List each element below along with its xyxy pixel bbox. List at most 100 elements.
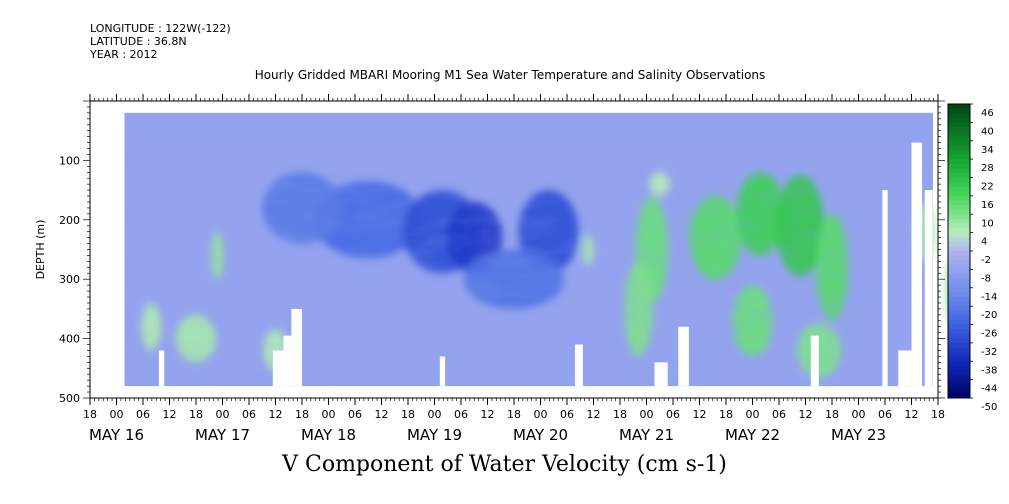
- colorbar-tick-label: -50: [981, 402, 997, 413]
- colorbar-tick-label: -8: [981, 273, 991, 284]
- x-tick-label: 06: [560, 408, 574, 421]
- colorbar-swatch: [948, 352, 970, 358]
- y-tick-label: 100: [59, 154, 80, 167]
- plot-axes: 18 00 06 12 18 00 06 12 18 00 06 12 18 00 06 12 18 00 06 12…: [34, 94, 945, 444]
- missing-data: [158, 350, 165, 387]
- y-tick-label: 400: [59, 333, 80, 346]
- x-date-label: MAY 23: [831, 426, 886, 444]
- colorbar-swatch: [948, 237, 970, 243]
- colorbar-swatch: [948, 356, 970, 362]
- colorbar-swatch: [948, 384, 970, 390]
- longitude-label: LONGITUDE : 122W(-122): [90, 22, 231, 35]
- colorbar-swatch: [948, 140, 970, 146]
- colorbar-swatch: [948, 370, 970, 376]
- colorbar-swatch: [948, 269, 970, 275]
- colorbar-swatch: [948, 136, 970, 142]
- x-tick-label: 00: [216, 408, 230, 421]
- colorbar-swatch: [948, 223, 970, 229]
- colorbar-swatch: [948, 315, 970, 321]
- colorbar-tick-label: -20: [981, 310, 997, 321]
- colorbar-swatch: [948, 365, 970, 371]
- colorbar-swatch: [948, 218, 970, 224]
- x-tick-label: 06: [772, 408, 786, 421]
- colorbar-swatch: [948, 342, 970, 348]
- heatmap-field: [124, 112, 962, 387]
- x-tick-label: 18: [83, 408, 97, 421]
- colorbar-tick-label: 16: [981, 200, 994, 211]
- colorbar-tick-label: 4: [981, 237, 987, 248]
- x-tick-label: 12: [587, 408, 601, 421]
- missing-data: [574, 344, 583, 387]
- colorbar-swatch: [948, 319, 970, 325]
- missing-data: [911, 142, 923, 387]
- colorbar-swatch: [948, 283, 970, 289]
- x-tick-label: 06: [454, 408, 468, 421]
- x-tick-label: 06: [136, 408, 150, 421]
- colorbar-swatch: [948, 338, 970, 344]
- colorbar-tick-label: 28: [981, 163, 994, 174]
- x-tick-label: 12: [163, 408, 177, 421]
- colorbar-tick-label: 46: [981, 108, 994, 119]
- colorbar-swatch: [948, 122, 970, 128]
- x-tick-label: 06: [878, 408, 892, 421]
- colorbar-tick-label: 10: [981, 218, 994, 229]
- colorbar-tick-label: -26: [981, 329, 997, 340]
- colorbar-swatch: [948, 205, 970, 211]
- colorbar-swatch: [948, 287, 970, 293]
- colorbar-swatch: [948, 292, 970, 298]
- colorbar-swatch: [948, 273, 970, 279]
- variable-title: V Component of Water Velocity (cm s-1): [282, 452, 727, 477]
- colorbar-swatch: [948, 117, 970, 123]
- x-date-label: MAY 19: [407, 426, 462, 444]
- missing-data: [654, 362, 668, 387]
- chart-title: Hourly Gridded MBARI Mooring M1 Sea Wate…: [254, 68, 766, 82]
- x-date-label: MAY 22: [725, 426, 780, 444]
- colorbar: 46 40 34 28 22 16 10 4 -2 -8 -14 -20 -26 -32 -38 -44 -50: [947, 103, 997, 413]
- colorbar-swatch: [948, 301, 970, 307]
- colorbar-swatch: [948, 182, 970, 188]
- missing-data: [924, 190, 933, 387]
- colorbar-tick-label: 34: [981, 145, 994, 156]
- colorbar-tick-label: -2: [981, 255, 991, 266]
- x-date-label: MAY 20: [513, 426, 568, 444]
- colorbar-swatch: [948, 329, 970, 335]
- x-date-label: MAY 16: [89, 426, 144, 444]
- missing-data: [272, 350, 287, 387]
- colorbar-swatch: [948, 145, 970, 151]
- colorbar-swatch: [948, 260, 970, 266]
- colorbar-swatch: [948, 172, 970, 178]
- colorbar-swatch: [948, 191, 970, 197]
- colorbar-swatch: [948, 195, 970, 201]
- latitude-label: LATITUDE : 36.8N: [90, 35, 187, 48]
- colorbar-tick-label: -44: [981, 384, 997, 395]
- x-tick-label: 12: [375, 408, 389, 421]
- colorbar-swatch: [948, 296, 970, 302]
- x-tick-label: 00: [428, 408, 442, 421]
- x-tick-label: 06: [242, 408, 256, 421]
- x-date-label: MAY 21: [619, 426, 674, 444]
- x-tick-label: 18: [613, 408, 627, 421]
- x-tick-label: 12: [269, 408, 283, 421]
- colorbar-swatch: [948, 264, 970, 270]
- x-tick-label: 12: [481, 408, 495, 421]
- colorbar-swatch: [948, 214, 970, 220]
- colorbar-swatch: [948, 209, 970, 215]
- x-date-label: MAY 18: [301, 426, 356, 444]
- colorbar-swatch: [948, 241, 970, 247]
- colorbar-swatch: [948, 246, 970, 252]
- colorbar-swatch: [948, 159, 970, 165]
- x-tick-label: 18: [719, 408, 733, 421]
- x-tick-label: 00: [110, 408, 124, 421]
- x-date-label: MAY 17: [195, 426, 250, 444]
- colorbar-swatch: [948, 154, 970, 160]
- x-tick-label: 00: [322, 408, 336, 421]
- x-tick-label: 18: [507, 408, 521, 421]
- x-tick-label: 18: [931, 408, 945, 421]
- colorbar-swatch: [948, 379, 970, 385]
- colorbar-swatch: [948, 232, 970, 238]
- colorbar-swatch: [948, 126, 970, 132]
- colorbar-tick-label: -32: [981, 347, 997, 358]
- metadata-block: LONGITUDE : 122W(-122) LATITUDE : 36.8N …: [90, 22, 231, 61]
- colorbar-swatch: [948, 113, 970, 119]
